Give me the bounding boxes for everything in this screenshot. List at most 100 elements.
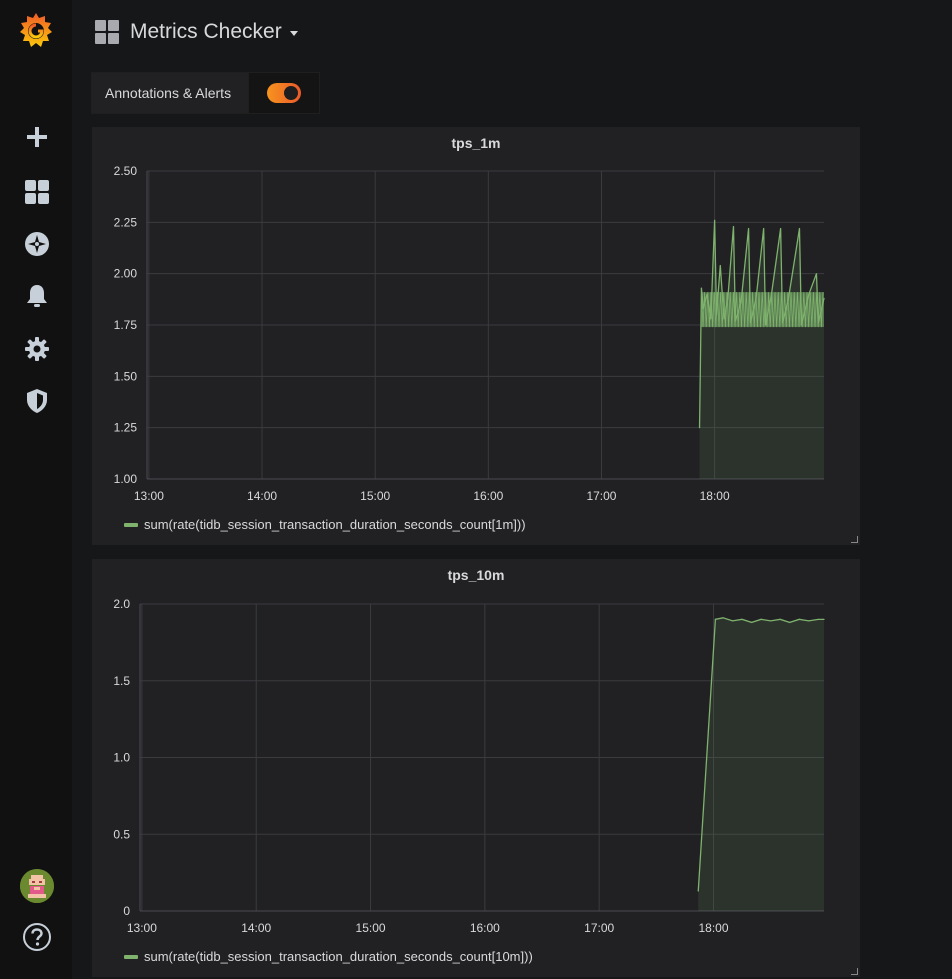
data-point xyxy=(719,264,721,267)
data-point xyxy=(779,618,781,620)
series-line xyxy=(698,220,825,428)
data-point xyxy=(808,293,810,295)
dashboard-title[interactable]: Metrics Checker xyxy=(130,20,282,43)
data-point xyxy=(706,293,708,295)
server-admin-shield-icon[interactable] xyxy=(16,380,58,422)
x-tick-label: 13:00 xyxy=(127,921,157,935)
data-point xyxy=(764,324,767,326)
x-tick-label: 17:00 xyxy=(586,489,616,503)
legend-item[interactable]: sum(rate(tidb_session_transaction_durati… xyxy=(124,517,526,532)
data-point xyxy=(817,618,819,620)
data-point xyxy=(741,618,743,620)
data-point xyxy=(710,318,712,320)
switch-knob xyxy=(284,86,298,100)
data-point xyxy=(731,620,734,622)
x-tick-label: 18:00 xyxy=(700,489,730,503)
data-point xyxy=(815,273,818,275)
data-point xyxy=(698,427,701,429)
y-tick-label: 1.75 xyxy=(114,318,138,332)
alerting-bell-icon[interactable] xyxy=(16,275,58,317)
create-plus-icon[interactable] xyxy=(16,116,58,158)
data-point xyxy=(780,227,782,230)
data-point xyxy=(789,621,791,624)
y-tick-label: 1.25 xyxy=(114,421,138,435)
panel-tps-10m: tps_10m 0 0.5 1.0 1.5 2.0 13:00 14:00 15:00 16:0… xyxy=(92,559,860,977)
chart-tps-1m: 1.00 1.25 1.50 1.75 2.00 2.25 2.50 13:00 14:00 15… xyxy=(114,164,825,503)
legend-label[interactable]: sum(rate(tidb_session_transaction_durati… xyxy=(144,949,533,964)
data-point xyxy=(798,227,801,230)
legend-label[interactable]: sum(rate(tidb_session_transaction_durati… xyxy=(144,517,526,532)
panel-title[interactable]: tps_10m xyxy=(447,567,505,583)
data-point xyxy=(697,890,699,892)
data-point xyxy=(734,320,736,322)
data-point xyxy=(823,618,825,620)
data-point xyxy=(714,219,716,221)
dashboard-grid-icon xyxy=(95,20,119,44)
data-point xyxy=(702,307,704,310)
data-point xyxy=(732,225,735,228)
y-tick-label: 2.00 xyxy=(114,267,138,281)
panel-title[interactable]: tps_1m xyxy=(451,135,501,151)
x-tick-label: 15:00 xyxy=(356,921,386,935)
chart-tps-10m: 0 0.5 1.0 1.5 2.0 13:00 14:00 15:00 16:00 17:00 18… xyxy=(113,597,825,935)
x-tick-label: 13:00 xyxy=(134,489,164,503)
x-tick-label: 18:00 xyxy=(698,921,728,935)
annotations-switch[interactable] xyxy=(249,73,319,113)
data-point xyxy=(800,324,802,326)
data-point xyxy=(755,297,757,299)
legend-item[interactable]: sum(rate(tidb_session_transaction_durati… xyxy=(124,949,533,964)
data-point xyxy=(750,621,753,624)
data-point xyxy=(747,227,750,230)
y-tick-label: 0 xyxy=(123,904,130,918)
x-tick-label: 14:00 xyxy=(247,489,277,503)
y-tick-label: 1.0 xyxy=(113,751,130,765)
data-point xyxy=(781,322,784,324)
dashboards-icon[interactable] xyxy=(16,171,58,213)
y-tick-label: 2.25 xyxy=(114,215,138,229)
x-tick-label: 16:00 xyxy=(470,921,500,935)
y-tick-label: 1.50 xyxy=(114,369,138,383)
data-point xyxy=(808,620,810,622)
series-area xyxy=(699,220,824,479)
legend-swatch xyxy=(124,954,138,959)
data-point xyxy=(760,618,762,620)
x-tick-label: 17:00 xyxy=(584,921,614,935)
series-band-line xyxy=(701,292,824,328)
help-question-icon[interactable] xyxy=(22,922,52,952)
x-tick-label: 16:00 xyxy=(473,489,503,503)
data-point xyxy=(770,620,772,622)
data-point xyxy=(722,617,724,619)
panel-tps-1m: tps_1m 1.00 1.25 1.50 1.75 2.00 2.25 2.50 13:00… xyxy=(92,127,860,545)
data-point xyxy=(723,318,725,320)
annotations-label: Annotations & Alerts xyxy=(92,73,249,113)
y-tick-label: 1.5 xyxy=(113,674,130,688)
y-tick-label: 2.0 xyxy=(113,597,130,611)
data-point xyxy=(749,322,752,324)
user-avatar[interactable] xyxy=(20,869,54,903)
data-point xyxy=(823,297,825,299)
data-point xyxy=(715,314,718,316)
legend-swatch xyxy=(124,522,138,527)
sidebar xyxy=(0,0,72,979)
series-line xyxy=(697,617,824,892)
dashboard-header[interactable]: Metrics Checker xyxy=(94,14,298,50)
switch-track[interactable] xyxy=(267,83,301,103)
resize-handle[interactable] xyxy=(851,968,858,975)
y-tick-label: 1.00 xyxy=(114,472,138,486)
data-point xyxy=(700,287,703,289)
y-tick-label: 2.50 xyxy=(114,164,138,178)
grafana-logo-icon[interactable] xyxy=(16,10,56,50)
explore-compass-icon[interactable] xyxy=(16,223,58,265)
annotations-toggle: Annotations & Alerts xyxy=(91,72,320,114)
chevron-down-icon[interactable] xyxy=(289,31,298,36)
series-area xyxy=(698,617,824,911)
data-point xyxy=(770,295,772,297)
data-point xyxy=(727,297,729,299)
data-point xyxy=(798,618,800,620)
resize-handle[interactable] xyxy=(851,536,858,543)
settings-gear-icon[interactable] xyxy=(16,328,58,370)
data-point xyxy=(817,322,819,324)
y-tick-label: 0.5 xyxy=(113,827,130,841)
x-tick-label: 15:00 xyxy=(360,489,390,503)
data-point xyxy=(763,227,765,230)
